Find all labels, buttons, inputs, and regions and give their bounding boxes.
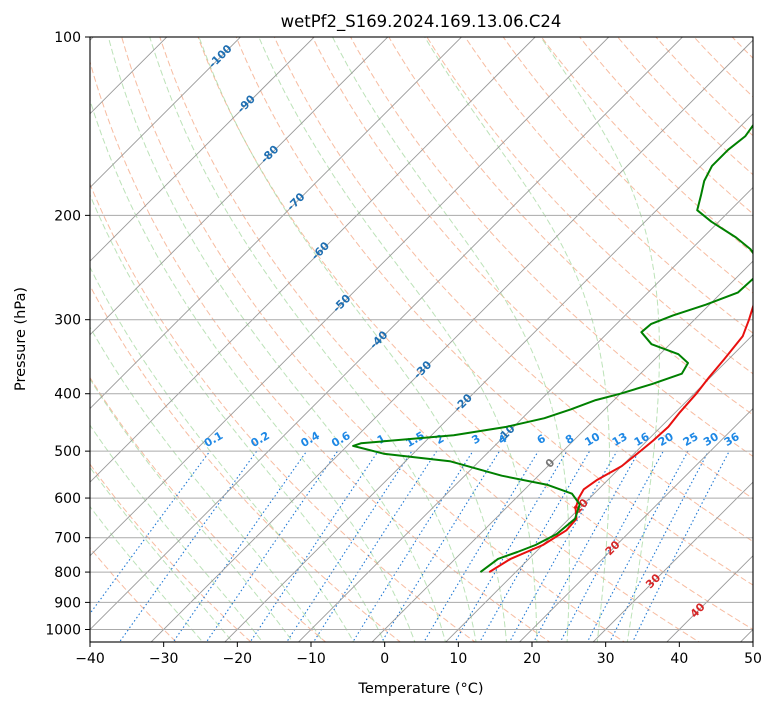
- chart-title: wetPf2_S169.2024.169.13.06.C24: [281, 12, 562, 32]
- dry-adiabat-line: [311, 37, 753, 500]
- y-tick-label: 600: [54, 491, 81, 507]
- moist-adiabat-line: [90, 193, 385, 642]
- isotherm-line: [90, 37, 684, 631]
- isotherm-line: [371, 260, 753, 642]
- y-axis-title: Pressure (hPa): [13, 287, 29, 391]
- moist-adiabat-line: [331, 37, 570, 642]
- moist-adiabat-line: [90, 466, 234, 642]
- y-tick-label: 800: [54, 565, 81, 581]
- plot-area: -100-90-80-70-60-50-40-30-20-10010203040…: [90, 37, 753, 642]
- moist-adiabat-line: [90, 378, 294, 642]
- x-tick-label: 30: [597, 651, 615, 667]
- x-tick-label: −30: [149, 651, 179, 667]
- x-tick-label: 20: [523, 651, 541, 667]
- y-tick-label: 200: [54, 208, 81, 224]
- temperature-profile-line: [488, 303, 753, 573]
- y-tick-label: 500: [54, 444, 81, 460]
- isotherm-line: [90, 37, 242, 189]
- dry-adiabat-line: [388, 37, 753, 416]
- isobars: [90, 37, 753, 630]
- isotherm-line: [297, 186, 753, 642]
- dry-adiabat-line: [235, 37, 753, 586]
- moist-adiabat-line: [198, 37, 507, 642]
- y-tick-label: 900: [54, 595, 81, 611]
- dry-adiabat-line: [121, 37, 626, 642]
- dry-adiabat-line: [90, 463, 252, 642]
- x-axis-title: Temperature (°C): [357, 681, 483, 697]
- dry-adiabat-line: [464, 37, 753, 334]
- moist-adiabat-line: [90, 326, 324, 642]
- moist-adiabat-line: [149, 37, 477, 642]
- isotherm-line: [90, 37, 389, 336]
- dry-adiabat-line: [159, 37, 700, 642]
- y-tick-label: 400: [54, 387, 81, 403]
- y-tick-label: 1000: [45, 623, 81, 639]
- x-tick-label: 0: [380, 651, 389, 667]
- moist-adiabat-line: [90, 98, 416, 642]
- dewpoint-profile-line: [352, 123, 753, 573]
- dry-adiabat-line: [90, 376, 327, 642]
- moist-adiabat-line: [107, 37, 446, 642]
- x-tick-label: −10: [296, 651, 326, 667]
- isotherm-line: [90, 37, 610, 557]
- dry-adiabat-line: [502, 37, 753, 294]
- x-tick-label: 50: [744, 651, 762, 667]
- dry-adiabat-line: [197, 37, 753, 631]
- isotherm-line: [90, 37, 536, 483]
- isotherm-line: [518, 407, 753, 642]
- isotherm-line: [90, 37, 463, 410]
- x-tick-label: 40: [670, 651, 688, 667]
- y-tick-label: 300: [54, 313, 81, 329]
- moist-adiabat-line: [90, 505, 204, 642]
- y-tick-label: 700: [54, 531, 81, 547]
- axes: −40 −30 −20 −10 0 10 20 30 40 50 100 200 300 400 500 60…: [45, 30, 762, 667]
- y-tick-label: 100: [54, 30, 81, 46]
- isotherm-line: [592, 481, 753, 642]
- isotherms: [90, 37, 753, 642]
- x-tick-label: 10: [449, 651, 467, 667]
- x-tick-label: −20: [223, 651, 253, 667]
- isotherm-line: [224, 113, 753, 642]
- isotherm-line: [150, 39, 753, 642]
- moist-adiabat-line: [90, 424, 264, 642]
- plot-frame: [89, 36, 754, 643]
- x-tick-label: −40: [75, 651, 105, 667]
- dry-adiabat-line: [90, 182, 476, 642]
- sounding-series: [352, 123, 753, 573]
- moist-adiabats: [90, 37, 660, 642]
- dry-adiabat-line: [90, 59, 551, 642]
- dry-adiabat-line: [90, 284, 402, 642]
- isotherm-line: [90, 37, 315, 262]
- moist-adiabat-line: [90, 266, 355, 642]
